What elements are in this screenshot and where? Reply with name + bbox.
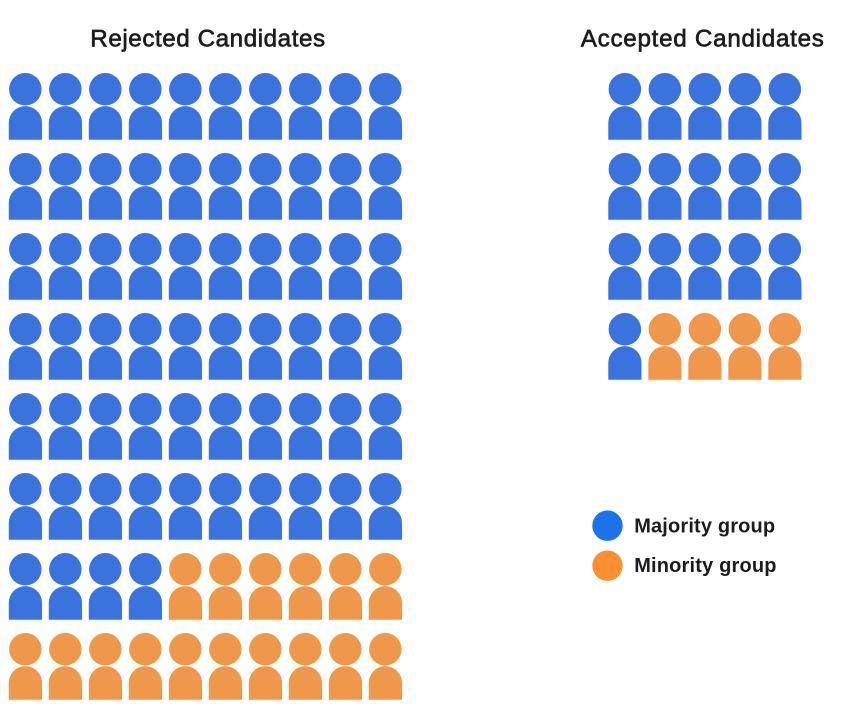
svg-text:Accepted Candidates: Accepted Candidates — [581, 26, 825, 53]
svg-text:Minority group: Minority group — [634, 555, 777, 577]
svg-text:Rejected Candidates: Rejected Candidates — [90, 26, 325, 53]
svg-text:Majority group: Majority group — [634, 515, 775, 537]
